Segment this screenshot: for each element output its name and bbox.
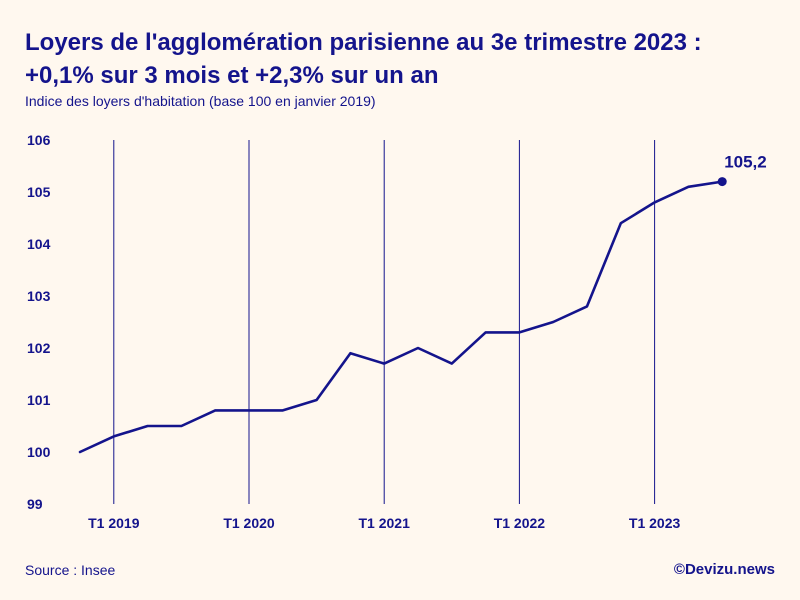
y-tick-label-106: 106 xyxy=(27,132,51,148)
end-value-label: 105,2 xyxy=(724,153,767,172)
credit-logo: ©Devizu.news xyxy=(673,561,775,578)
x-tick-label-t1-2023: T1 2023 xyxy=(629,515,681,531)
x-tick-label-t1-2020: T1 2020 xyxy=(223,515,275,531)
y-tick-label-99: 99 xyxy=(27,496,43,512)
y-tick-label-102: 102 xyxy=(27,340,51,356)
y-tick-label-101: 101 xyxy=(27,392,51,408)
y-tick-label-104: 104 xyxy=(27,236,51,252)
end-label-group: 105,2 xyxy=(724,153,767,172)
chart-title-line-2: +0,1% sur 3 mois et +2,3% sur un an xyxy=(25,62,439,89)
chart-title-line-1: Loyers de l'agglomération parisienne au … xyxy=(25,29,702,56)
x-tick-label-t1-2021: T1 2021 xyxy=(359,515,411,531)
y-tick-label-105: 105 xyxy=(27,184,51,200)
series-line xyxy=(78,180,724,454)
x-tick-label-t1-2019: T1 2019 xyxy=(88,515,140,531)
x-axis-ticks: T1 2019 T1 2020 T1 2021 T1 2022 T1 2023 xyxy=(88,515,680,531)
series-end-point xyxy=(717,177,727,187)
y-tick-label-100: 100 xyxy=(27,444,51,460)
source-note: Source : Insee xyxy=(25,562,116,578)
y-tick-label-103: 103 xyxy=(27,288,51,304)
series-group xyxy=(78,177,727,454)
y-axis-ticks: 99 100 101 102 103 104 105 106 xyxy=(27,132,51,512)
gridlines xyxy=(113,140,656,504)
chart-title: Loyers de l'agglomération parisienne au … xyxy=(25,26,785,92)
chart-subtitle: Indice des loyers d'habitation (base 100… xyxy=(25,93,376,109)
x-tick-label-t1-2022: T1 2022 xyxy=(494,515,546,531)
